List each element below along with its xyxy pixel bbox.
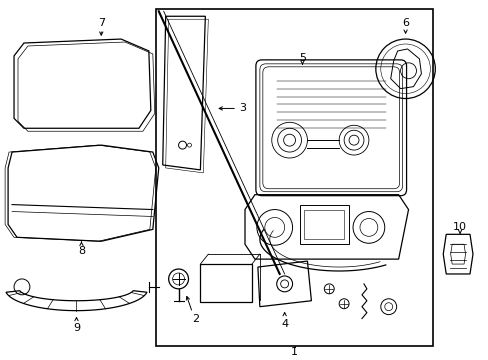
Text: 5: 5 xyxy=(298,53,305,63)
Text: 3: 3 xyxy=(239,103,246,113)
Text: 4: 4 xyxy=(281,319,287,329)
Text: 1: 1 xyxy=(290,347,298,357)
Text: 9: 9 xyxy=(73,324,80,333)
Text: 2: 2 xyxy=(191,314,199,324)
Text: 10: 10 xyxy=(452,222,466,233)
Bar xyxy=(156,9,432,346)
Text: 6: 6 xyxy=(401,18,408,28)
Bar xyxy=(200,264,251,302)
Text: 7: 7 xyxy=(98,18,104,28)
Text: 8: 8 xyxy=(78,246,85,256)
Bar xyxy=(299,204,348,244)
Bar xyxy=(304,210,344,239)
